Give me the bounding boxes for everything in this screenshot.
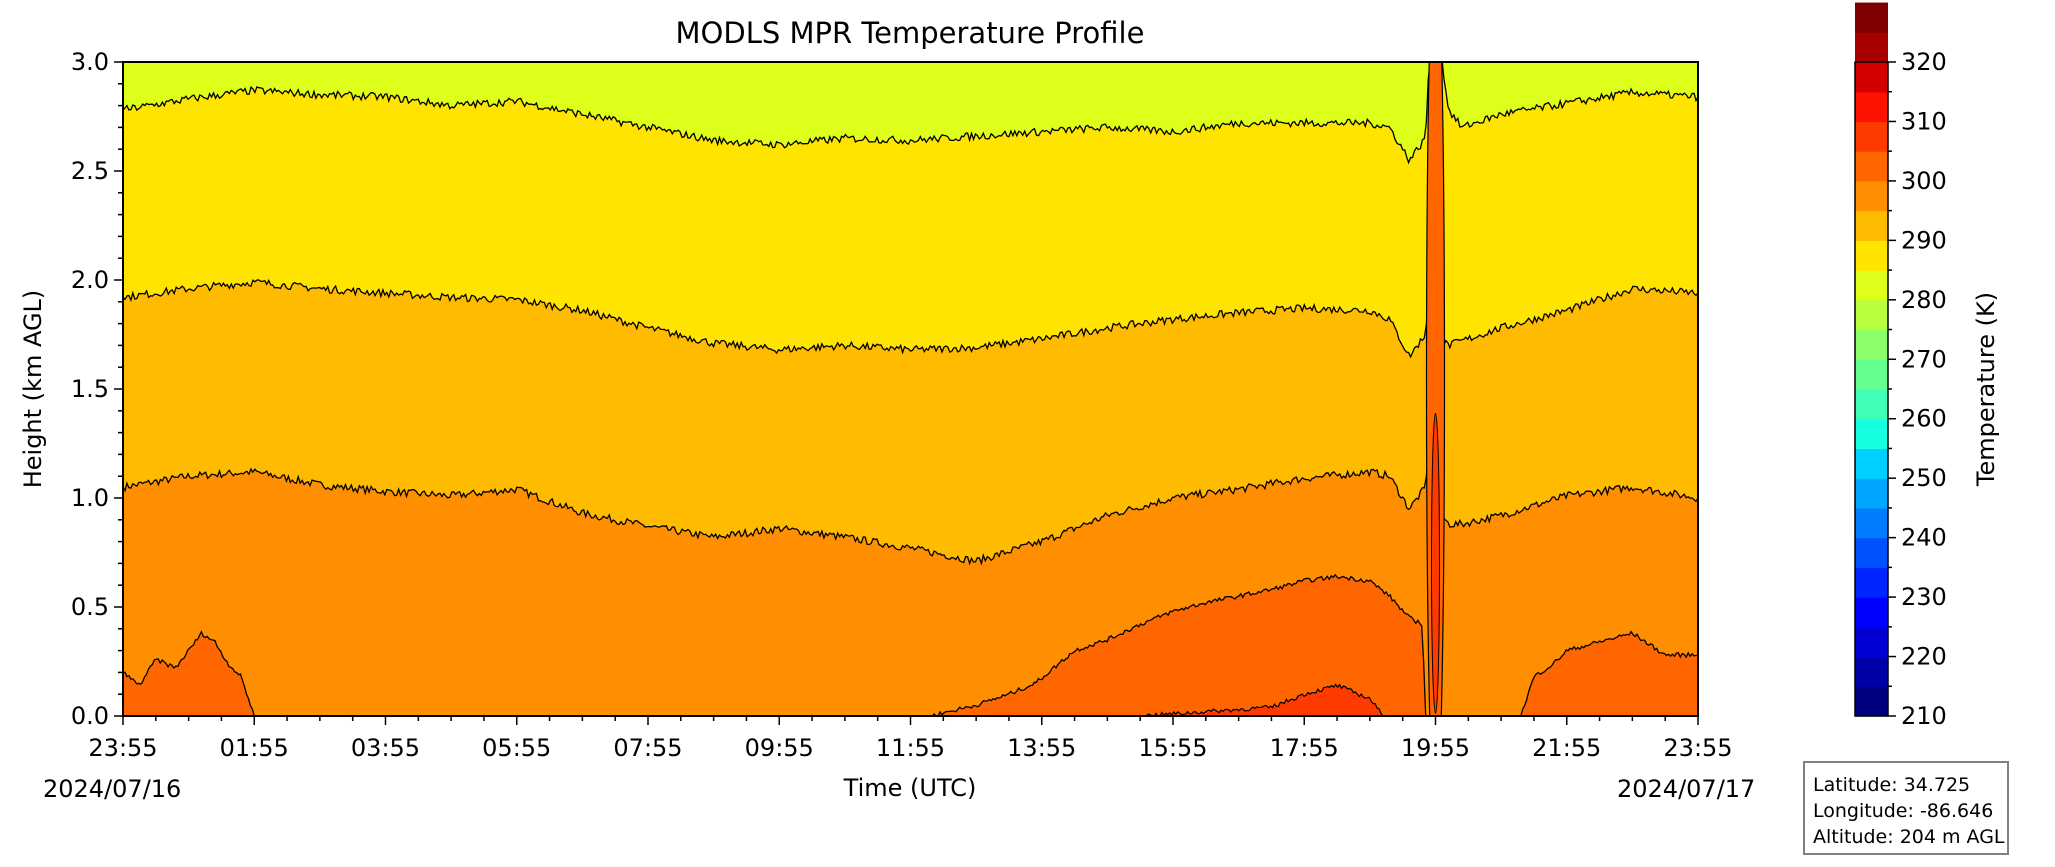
colorbar-segment: [1855, 507, 1888, 539]
colorbar-segment: [1855, 329, 1888, 360]
start-date-label: 2024/07/16: [43, 775, 181, 803]
y-tick-label: 2.5: [71, 157, 109, 185]
colorbar-segment: [1855, 91, 1888, 123]
colorbar-segment: [1855, 270, 1888, 301]
vertical-warm-column: [1425, 62, 1446, 716]
y-tick-label: 0.5: [71, 593, 109, 621]
chart-title: MODLS MPR Temperature Profile: [676, 16, 1145, 50]
x-axis-label: Time (UTC): [843, 774, 977, 802]
colorbar-segment: [1855, 62, 1888, 93]
x-tick-label: 19:55: [1401, 734, 1470, 762]
colorbar-tick-label: 290: [1901, 226, 1947, 254]
x-tick-label: 17:55: [1270, 734, 1339, 762]
colorbar-segment: [1855, 567, 1888, 598]
colorbar-segment: [1855, 686, 1888, 717]
colorbar-segment: [1855, 2, 1888, 33]
colorbar-segment: [1855, 597, 1888, 628]
temperature-band-285-290: [123, 62, 1698, 357]
x-tick-label: 05:55: [482, 734, 551, 762]
x-tick-label: 21:55: [1532, 734, 1601, 762]
colorbar-tick-label: 320: [1901, 48, 1947, 76]
colorbar-segment: [1855, 478, 1888, 509]
warm-pocket-300k-left: [123, 630, 255, 716]
end-date-label: 2024/07/17: [1617, 775, 1755, 803]
colorbar-segment: [1855, 537, 1888, 568]
x-tick-label: 01:55: [220, 734, 289, 762]
latitude-text: Latitude: 34.725: [1813, 774, 1971, 796]
y-tick-label: 1.5: [71, 375, 109, 403]
colorbar-tick-label: 230: [1901, 583, 1947, 611]
x-tick-label: 11:55: [876, 734, 945, 762]
colorbar-tick-label: 270: [1901, 345, 1947, 373]
x-tick-label: 07:55: [613, 734, 682, 762]
vertical-warm-column-core: [1431, 412, 1440, 714]
colorbar-segment: [1855, 418, 1888, 450]
x-tick-label: 23:55: [88, 734, 157, 762]
colorbar-segment: [1855, 151, 1888, 182]
x-tick-label: 23:55: [1663, 734, 1732, 762]
warm-pocket-305k: [1140, 683, 1384, 716]
altitude-text: Altitude: 204 m AGL: [1813, 826, 2005, 848]
colorbar-tick-label: 220: [1901, 643, 1947, 671]
colorbar-segment: [1855, 299, 1888, 331]
y-axis-label: Height (km AGL): [19, 290, 47, 489]
y-tick-label: 3.0: [71, 48, 109, 76]
colorbar-segment: [1855, 389, 1888, 420]
y-tick-label: 1.0: [71, 484, 109, 512]
colorbar-segment: [1855, 656, 1888, 687]
colorbar-segment: [1855, 240, 1888, 271]
colorbar-segment: [1855, 626, 1888, 658]
colorbar-tick-label: 210: [1901, 702, 1947, 730]
warm-pocket-300k-right: [1520, 630, 1698, 716]
colorbar-tick-label: 310: [1901, 107, 1947, 135]
colorbar-tick-label: 260: [1901, 405, 1947, 433]
colorbar-tick-label: 300: [1901, 167, 1947, 195]
y-tick-label: 2.0: [71, 266, 109, 294]
colorbar-tick-label: 240: [1901, 524, 1947, 552]
colorbar-segment: [1855, 121, 1888, 152]
colorbar-segment: [1855, 180, 1888, 212]
x-tick-label: 15:55: [1138, 734, 1207, 762]
colorbar-tick-label: 280: [1901, 286, 1947, 314]
colorbar-segment: [1855, 210, 1888, 241]
station-info-box: Latitude: 34.725 Longitude: -86.646 Alti…: [1803, 761, 2009, 855]
colorbar-label: Temperature (K): [1972, 292, 2000, 487]
colorbar-tick-label: 250: [1901, 464, 1947, 492]
warm-pocket-300k-middle: [930, 573, 1427, 716]
colorbar-segment: [1855, 359, 1888, 390]
temperature-band-280-285: [123, 62, 1698, 163]
colorbar-segment: [1855, 32, 1888, 63]
colorbar-segment: [1855, 448, 1888, 479]
x-tick-label: 09:55: [745, 734, 814, 762]
x-tick-label: 13:55: [1007, 734, 1076, 762]
x-tick-label: 03:55: [351, 734, 420, 762]
y-tick-label: 0.0: [71, 702, 109, 730]
longitude-text: Longitude: -86.646: [1813, 800, 1994, 822]
colorbar: 210 220 230 240 250 260 270 280 290 300 310 320: [1854, 2, 1947, 730]
